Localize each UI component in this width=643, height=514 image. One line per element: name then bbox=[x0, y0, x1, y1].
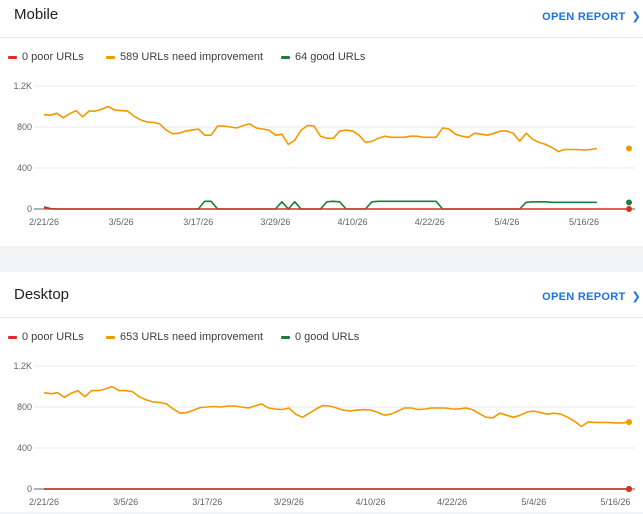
x-tick-label: 4/10/26 bbox=[338, 217, 368, 227]
desktop-chart: 0 400 800 1.2K 2/21/26 3/5/26 3/17/26 3/29/26 4/… bbox=[13, 361, 635, 507]
series-line bbox=[43, 105, 598, 153]
open-report-button[interactable]: OPEN REPORT ❯ bbox=[542, 290, 641, 303]
series-end-point bbox=[626, 145, 632, 152]
card-title: Desktop bbox=[14, 286, 70, 303]
x-tick-label: 3/17/26 bbox=[183, 217, 213, 227]
legend-label: 589 URLs need improvement bbox=[120, 51, 264, 63]
series-end-point bbox=[626, 206, 632, 212]
series-line bbox=[43, 207, 629, 210]
x-tick-label: 5/4/26 bbox=[521, 497, 546, 507]
legend-label: 0 good URLs bbox=[295, 331, 360, 343]
y-tick-label: 1.2K bbox=[13, 81, 32, 91]
series-end-point bbox=[626, 486, 632, 492]
x-tick-label: 3/17/26 bbox=[192, 497, 222, 507]
chevron-right-icon: ❯ bbox=[631, 11, 641, 23]
y-tick-label: 400 bbox=[17, 163, 32, 173]
series-end-point bbox=[626, 419, 632, 426]
legend-label: 0 poor URLs bbox=[22, 51, 84, 63]
chevron-right-icon: ❯ bbox=[631, 291, 641, 303]
legend-item-poor[interactable]: 0 poor URLs bbox=[8, 51, 106, 63]
legend-swatch bbox=[281, 335, 290, 339]
x-tick-label: 5/16/26 bbox=[600, 497, 630, 507]
open-report-button[interactable]: OPEN REPORT ❯ bbox=[542, 10, 641, 23]
x-tick-label: 4/22/26 bbox=[437, 497, 467, 507]
y-tick-label: 0 bbox=[27, 484, 32, 494]
y-tick-label: 800 bbox=[17, 122, 32, 132]
legend-label: 64 good URLs bbox=[295, 51, 366, 63]
x-tick-label: 3/5/26 bbox=[109, 217, 134, 227]
x-tick-label: 4/22/26 bbox=[415, 217, 445, 227]
legend-item-good[interactable]: 0 good URLs bbox=[281, 331, 359, 343]
x-tick-label: 4/10/26 bbox=[355, 497, 385, 507]
legend-item-poor[interactable]: 0 poor URLs bbox=[8, 331, 106, 343]
y-tick-label: 800 bbox=[17, 402, 32, 412]
x-tick-label: 3/5/26 bbox=[113, 497, 138, 507]
y-tick-label: 0 bbox=[27, 204, 32, 214]
x-tick-label: 5/4/26 bbox=[494, 217, 519, 227]
series-line bbox=[43, 385, 630, 428]
divider bbox=[0, 37, 643, 38]
legend-item-need-improvement[interactable]: 589 URLs need improvement bbox=[106, 51, 281, 63]
legend-item-good[interactable]: 64 good URLs bbox=[281, 51, 365, 63]
x-tick-label: 3/29/26 bbox=[274, 497, 304, 507]
legend-swatch bbox=[8, 55, 17, 59]
x-tick-label: 2/21/26 bbox=[29, 497, 59, 507]
legend: 0 poor URLs 653 URLs need improvement 0 … bbox=[8, 331, 359, 343]
x-tick-label: 3/29/26 bbox=[260, 217, 290, 227]
legend-label: 0 poor URLs bbox=[22, 331, 84, 343]
card-title: Mobile bbox=[14, 6, 59, 23]
x-tick-label: 5/16/26 bbox=[569, 217, 599, 227]
x-tick-label: 2/21/26 bbox=[29, 217, 59, 227]
open-report-label: OPEN REPORT bbox=[542, 291, 626, 303]
series-end-point bbox=[626, 199, 632, 206]
legend-swatch bbox=[106, 55, 115, 59]
y-tick-label: 400 bbox=[17, 443, 32, 453]
open-report-label: OPEN REPORT bbox=[542, 11, 626, 23]
legend-label: 653 URLs need improvement bbox=[120, 331, 264, 343]
legend-swatch bbox=[106, 335, 115, 339]
legend-swatch bbox=[8, 335, 17, 339]
series-line bbox=[43, 200, 597, 210]
divider bbox=[0, 317, 643, 318]
mobile-card: Mobile OPEN REPORT ❯ 0 poor URLs 589 URLs… bbox=[0, 0, 643, 246]
legend: 0 poor URLs 589 URLs need improvement 64… bbox=[8, 51, 365, 63]
mobile-chart: 0 400 800 1.2K 2/21/26 3/5/26 3/17/26 3/29/26 4/… bbox=[13, 81, 635, 227]
y-tick-label: 1.2K bbox=[13, 361, 32, 371]
desktop-card: Desktop OPEN REPORT ❯ 0 poor URLs 653 URL… bbox=[0, 272, 643, 512]
legend-swatch bbox=[281, 55, 290, 59]
legend-item-need-improvement[interactable]: 653 URLs need improvement bbox=[106, 331, 281, 343]
